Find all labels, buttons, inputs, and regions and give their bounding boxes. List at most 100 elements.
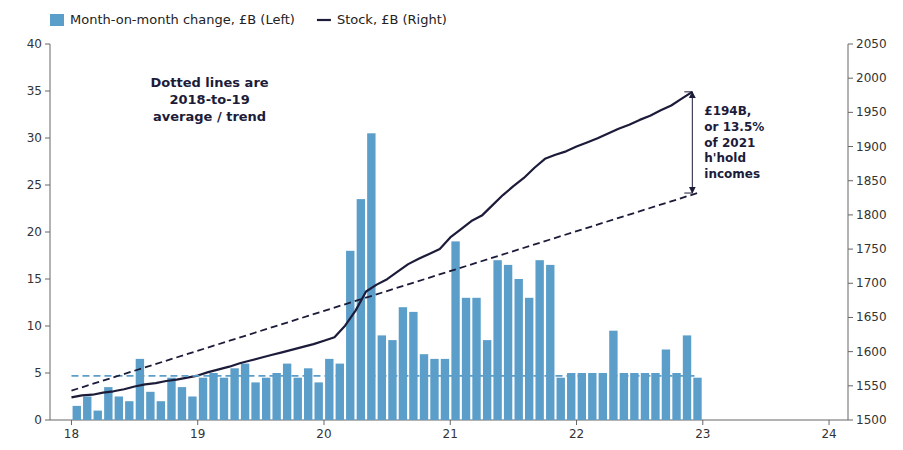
bar xyxy=(125,401,133,420)
bar xyxy=(73,406,81,420)
bar xyxy=(283,364,291,420)
y2-tick-label: 1900 xyxy=(856,140,887,154)
bar xyxy=(451,241,459,420)
y-tick xyxy=(45,373,50,374)
x-tick xyxy=(829,420,830,425)
x-tick xyxy=(71,420,72,425)
text-line: £194B, xyxy=(704,104,751,118)
trend-line xyxy=(71,193,697,391)
y2-tick-label: 2050 xyxy=(856,37,887,51)
y-tick-label: 15 xyxy=(27,272,42,286)
y2-tick xyxy=(848,249,853,250)
bar xyxy=(441,359,449,420)
text-line: of 2021 xyxy=(704,136,755,150)
legend-label: Month-on-month change, £B (Left) xyxy=(70,12,295,27)
chart: 1819202122232405101520253035401500155016… xyxy=(0,0,903,450)
bracket-cap xyxy=(684,193,692,194)
bar xyxy=(599,373,607,420)
y2-tick xyxy=(848,317,853,318)
bar xyxy=(199,378,207,420)
bar xyxy=(399,307,407,420)
bar xyxy=(251,382,259,420)
bar xyxy=(493,260,501,420)
y2-tick-label: 1750 xyxy=(856,242,887,256)
plot-area xyxy=(71,92,701,420)
x-tick-label: 19 xyxy=(190,427,205,441)
bar xyxy=(483,340,491,420)
bar xyxy=(272,373,280,420)
x-tick-label: 24 xyxy=(821,427,836,441)
y-tick-label: 20 xyxy=(27,225,42,239)
y-tick xyxy=(45,91,50,92)
y2-tick xyxy=(848,146,853,147)
x-tick xyxy=(197,420,198,425)
bracket-cap xyxy=(684,91,692,92)
bar xyxy=(367,133,375,420)
x-tick xyxy=(323,420,324,425)
x-tick xyxy=(450,420,451,425)
bar xyxy=(546,265,554,420)
bar xyxy=(420,354,428,420)
x-tick-label: 21 xyxy=(443,427,458,441)
bar xyxy=(535,260,543,420)
y2-tick xyxy=(848,78,853,79)
y2-tick-label: 1850 xyxy=(856,174,887,188)
bar xyxy=(693,378,701,420)
text-line: average / trend xyxy=(153,109,266,124)
bar xyxy=(683,335,691,420)
bar xyxy=(83,397,91,421)
y2-tick xyxy=(848,214,853,215)
x-tick-label: 18 xyxy=(64,427,79,441)
gap-bracket xyxy=(692,92,693,193)
y-tick xyxy=(45,44,50,45)
bar xyxy=(315,382,323,420)
bar xyxy=(651,373,659,420)
bar xyxy=(662,350,670,421)
y2-tick-label: 1550 xyxy=(856,379,887,393)
text-line: Dotted lines are xyxy=(151,75,269,90)
y2-tick xyxy=(848,44,853,45)
y2-axis-line xyxy=(848,44,849,420)
bar xyxy=(641,373,649,420)
text-line: 2018-to-19 xyxy=(169,92,249,107)
x-tick xyxy=(702,420,703,425)
y-tick-label: 25 xyxy=(27,178,42,192)
bar xyxy=(588,373,596,420)
bar xyxy=(672,373,680,420)
y2-tick xyxy=(848,112,853,113)
legend-swatch xyxy=(317,19,331,21)
bar xyxy=(346,251,354,420)
y-tick xyxy=(45,138,50,139)
y2-tick xyxy=(848,180,853,181)
y-tick xyxy=(45,326,50,327)
bar xyxy=(188,397,196,421)
y2-tick-label: 1800 xyxy=(856,208,887,222)
text-line: incomes xyxy=(704,167,760,181)
bar xyxy=(578,373,586,420)
y2-tick-label: 2000 xyxy=(856,71,887,85)
bar xyxy=(178,387,186,420)
legend-swatch xyxy=(50,14,64,26)
bar xyxy=(567,373,575,420)
y2-tick-label: 1950 xyxy=(856,105,887,119)
x-tick-label: 22 xyxy=(569,427,584,441)
x-tick xyxy=(576,420,577,425)
bar xyxy=(146,392,154,420)
bar xyxy=(630,373,638,420)
y-tick-label: 10 xyxy=(27,319,42,333)
bar xyxy=(472,298,480,420)
bar xyxy=(294,378,302,420)
y-tick xyxy=(45,420,50,421)
bar xyxy=(462,298,470,420)
text-line: or 13.5% xyxy=(704,120,764,134)
y2-tick-label: 1600 xyxy=(856,345,887,359)
bar xyxy=(620,373,628,420)
bar xyxy=(115,397,123,421)
line xyxy=(71,92,692,398)
y2-tick-label: 1700 xyxy=(856,276,887,290)
bar xyxy=(94,411,102,420)
x-tick-label: 20 xyxy=(316,427,331,441)
y2-tick-label: 1650 xyxy=(856,310,887,324)
bar xyxy=(209,373,217,420)
bar xyxy=(409,312,417,420)
